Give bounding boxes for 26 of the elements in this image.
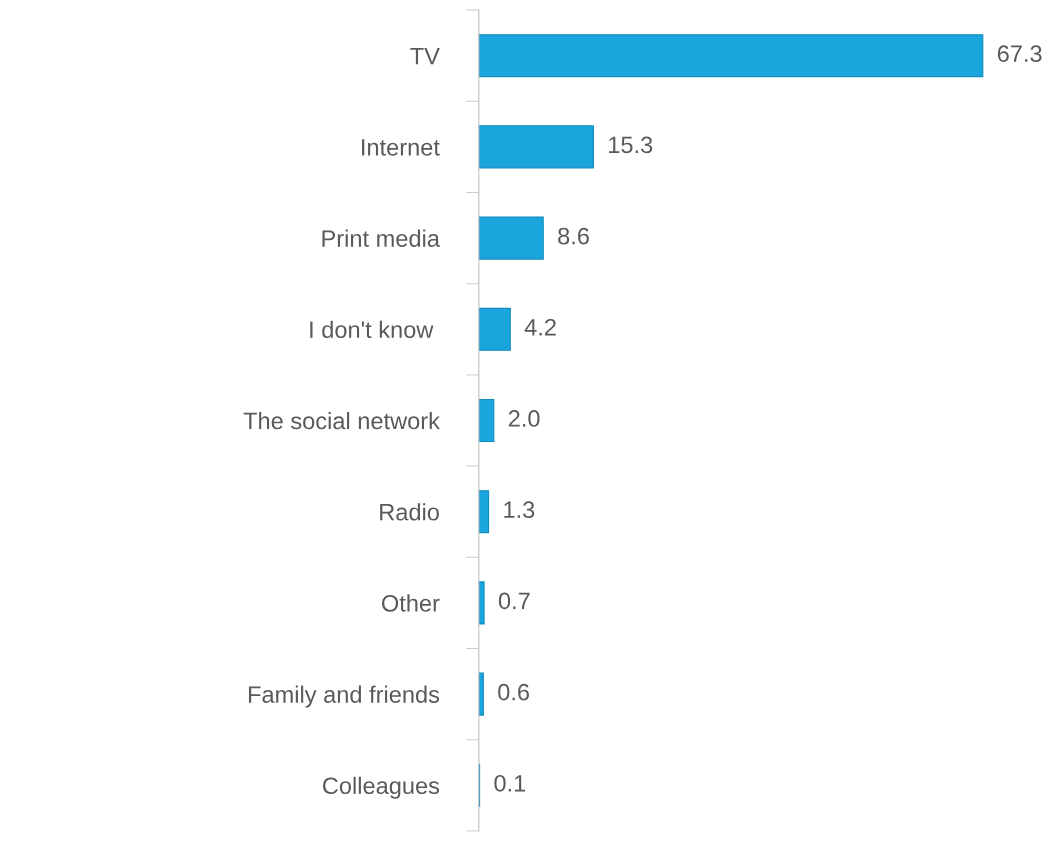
y-tick-label: TV xyxy=(410,48,440,65)
y-tick-label: Internet xyxy=(362,139,440,156)
y-tick-label: Other xyxy=(382,594,440,612)
bar xyxy=(478,216,544,260)
data-label: 0.1 xyxy=(494,774,526,792)
bar xyxy=(478,307,511,351)
data-label: 1.3 xyxy=(504,501,535,519)
y-tick-label: Radio xyxy=(380,503,439,521)
y-tick-label: Colleagues xyxy=(323,776,440,799)
bar xyxy=(478,398,495,443)
data-label: 4.2 xyxy=(524,318,556,336)
y-tick-label: Family and friends xyxy=(248,685,440,708)
bar xyxy=(478,672,484,716)
data-label: 0.6 xyxy=(498,683,529,701)
bar xyxy=(478,125,594,169)
y-tick-label: Print media xyxy=(322,229,440,247)
bar xyxy=(478,581,485,625)
y-tick-label: I don't know xyxy=(310,320,434,339)
y-tick-label: The social network xyxy=(243,411,440,430)
data-label: 0.7 xyxy=(498,592,530,610)
bar xyxy=(478,490,490,534)
data-label: 15.3 xyxy=(609,136,653,154)
data-label: 2.0 xyxy=(508,410,540,427)
data-label: 67.3 xyxy=(997,45,1042,63)
bar xyxy=(478,34,984,78)
data-label: 8.6 xyxy=(558,227,589,245)
